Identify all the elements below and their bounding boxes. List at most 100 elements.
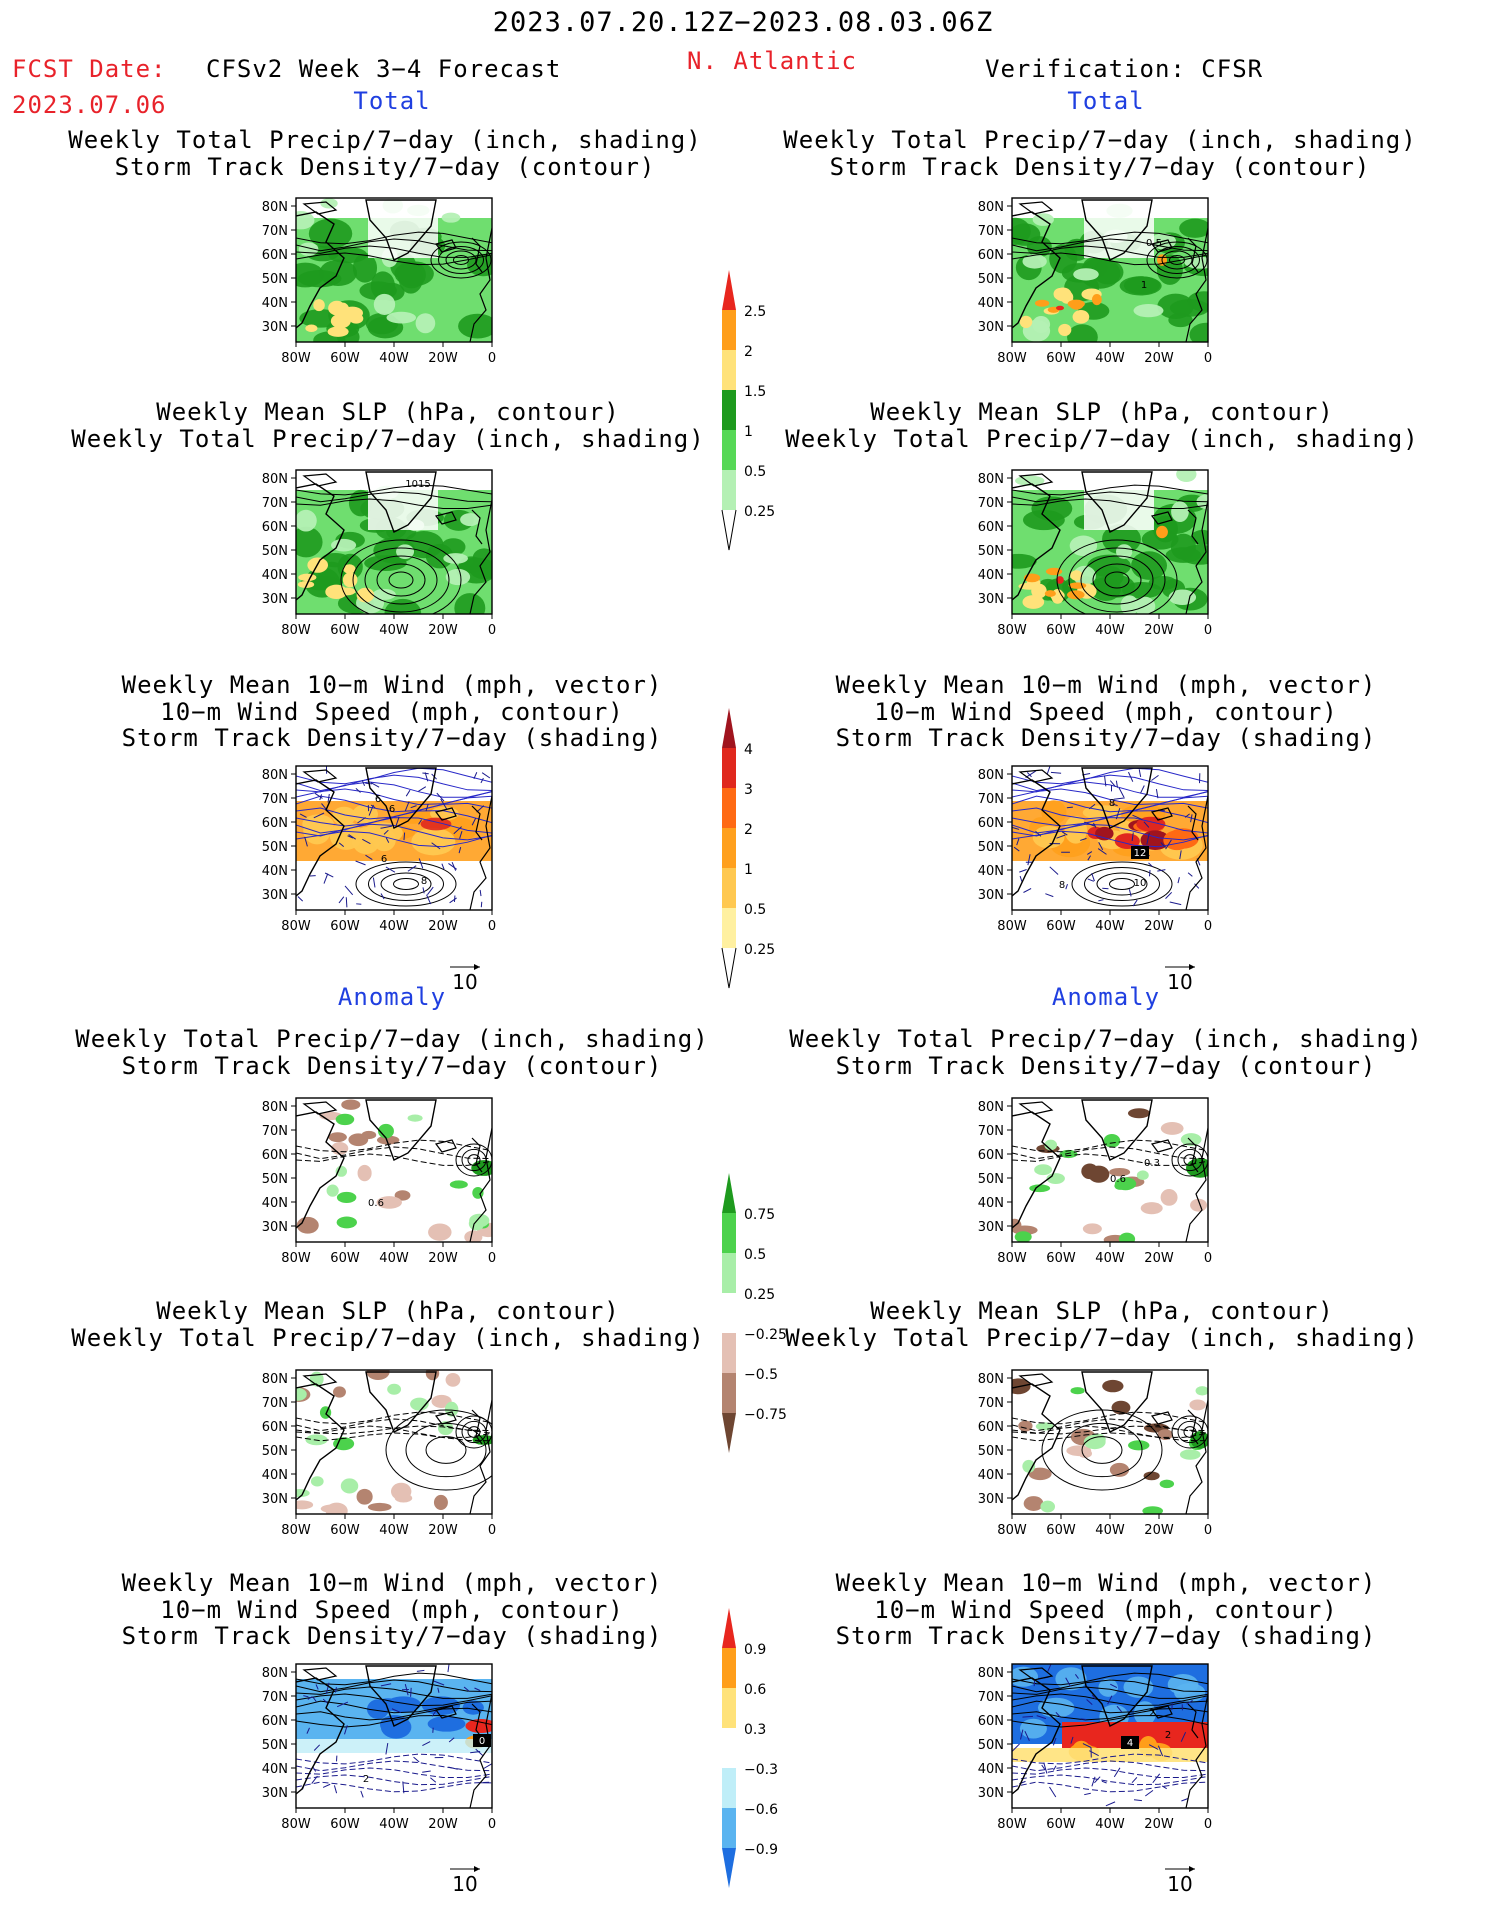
- shading-blob: [1104, 1134, 1121, 1148]
- contour-label: 0: [479, 1736, 485, 1747]
- colorbar-top-arrow: [722, 1608, 736, 1648]
- lon-label: 20W: [428, 623, 458, 638]
- colorbar-box: [722, 390, 736, 430]
- wind-vector: [1067, 807, 1073, 808]
- shading-blob: [311, 1476, 324, 1486]
- dry-area: [368, 198, 438, 258]
- lon-label: 60W: [1046, 351, 1076, 366]
- colorbar-bottom-arrow: [722, 510, 736, 550]
- colorbar-box: [722, 788, 736, 828]
- contour-label: 2: [363, 1774, 369, 1785]
- colorbar-box: [722, 1333, 736, 1373]
- colorbar-storm-total: 43210.50.25: [722, 708, 775, 988]
- map-panel-R4: [1006, 1370, 1210, 1516]
- lat-label: 50N: [262, 1172, 288, 1187]
- contour-label: 2: [1149, 1708, 1155, 1719]
- lat-label: 40N: [262, 568, 288, 583]
- lat-label: 70N: [262, 1690, 288, 1705]
- lon-label: 40W: [1095, 919, 1125, 934]
- shading-blob: [1069, 582, 1087, 589]
- contour-label: 8: [1059, 880, 1065, 891]
- lon-label: 40W: [1095, 351, 1125, 366]
- colorbar-bottom-arrow: [722, 948, 736, 988]
- shading-blob: [1070, 536, 1097, 556]
- lat-label: 60N: [978, 248, 1004, 263]
- shading-blob: [1128, 1108, 1150, 1118]
- shading-blob: [1171, 501, 1189, 522]
- shading-blob: [387, 1384, 401, 1395]
- shading-blob: [1169, 590, 1196, 605]
- lon-label: 80W: [997, 623, 1027, 638]
- shading-blob: [442, 213, 461, 223]
- shading-blob: [408, 1115, 423, 1122]
- lat-label: 70N: [978, 792, 1004, 807]
- shading-blob: [1166, 547, 1202, 563]
- shading-blob: [387, 312, 416, 324]
- shading-blob: [1121, 595, 1139, 615]
- colorbar-label: −0.25: [744, 1327, 787, 1343]
- lon-label: 40W: [379, 351, 409, 366]
- lat-label: 80N: [262, 200, 288, 215]
- lat-label: 30N: [978, 1492, 1004, 1507]
- lon-label: 80W: [997, 1523, 1027, 1538]
- lat-label: 70N: [262, 224, 288, 239]
- lon-label: 0: [1204, 1817, 1212, 1832]
- lon-label: 0: [488, 623, 496, 638]
- lat-label: 70N: [262, 496, 288, 511]
- lat-label: 70N: [262, 792, 288, 807]
- map-panel-R3: [1008, 1098, 1214, 1246]
- lat-label: 80N: [262, 768, 288, 783]
- shading-blob: [1020, 1719, 1047, 1739]
- lat-label: 80N: [262, 1372, 288, 1387]
- map-background: [296, 1098, 492, 1242]
- lat-label: 60N: [262, 1148, 288, 1163]
- lat-label: 30N: [978, 592, 1004, 607]
- colorbar-box: [722, 1688, 736, 1728]
- lon-label: 60W: [1046, 623, 1076, 638]
- lat-label: 30N: [262, 1492, 288, 1507]
- vector-reference-label: 10: [452, 1872, 477, 1896]
- map-panel-L0: [287, 198, 500, 350]
- colorbar-label: 0.5: [744, 1247, 766, 1263]
- lon-label: 60W: [330, 1523, 360, 1538]
- lat-label: 30N: [262, 320, 288, 335]
- shading-blob: [333, 1386, 346, 1397]
- lat-label: 40N: [262, 864, 288, 879]
- lon-label: 0: [1204, 623, 1212, 638]
- contour-label: 10: [1134, 878, 1147, 889]
- shading-blob: [446, 569, 470, 585]
- shading-blob: [1035, 300, 1049, 307]
- shading-blob: [1187, 291, 1220, 311]
- colorbar-label: −0.6: [744, 1802, 778, 1818]
- shading-blob: [1045, 590, 1056, 597]
- map-panel-R5: [1009, 1663, 1208, 1808]
- lat-label: 40N: [978, 568, 1004, 583]
- lon-label: 60W: [330, 351, 360, 366]
- colorbar-precip-total: 2.521.510.50.25: [722, 270, 775, 550]
- negative-band-light: [296, 1739, 492, 1753]
- shading-blob: [450, 1180, 468, 1188]
- contour-label: 2: [1165, 1730, 1171, 1741]
- lon-label: 80W: [997, 351, 1027, 366]
- lat-label: 60N: [978, 1148, 1004, 1163]
- shading-blob: [1196, 1386, 1209, 1395]
- map-panel-R1: [1001, 467, 1220, 620]
- shading-blob: [1018, 1421, 1032, 1432]
- shading-blob: [1056, 306, 1064, 310]
- shading-blob: [319, 260, 357, 286]
- shading-blob: [411, 828, 455, 855]
- shading-blob: [358, 1165, 372, 1181]
- shading-blob: [434, 1495, 448, 1510]
- shading-blob: [446, 1373, 461, 1387]
- shading-blob: [1176, 467, 1196, 482]
- shading-blob: [1189, 1399, 1206, 1410]
- shading-blob: [428, 1223, 451, 1240]
- dry-area: [1084, 198, 1154, 258]
- lon-label: 80W: [997, 1817, 1027, 1832]
- colorbar-label: −0.9: [744, 1842, 778, 1858]
- shading-blob: [1102, 1380, 1123, 1392]
- lat-label: 30N: [978, 1220, 1004, 1235]
- shading-blob: [1161, 1122, 1184, 1135]
- colorbar-label: −0.75: [744, 1407, 787, 1423]
- shading-blob: [399, 263, 423, 294]
